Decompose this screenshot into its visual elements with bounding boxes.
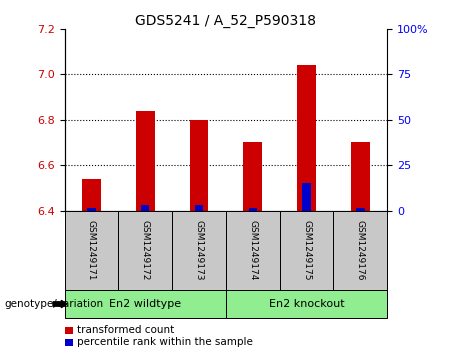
Text: percentile rank within the sample: percentile rank within the sample — [77, 337, 254, 347]
Text: En2 wildtype: En2 wildtype — [109, 299, 181, 309]
Bar — [243, 143, 262, 211]
Bar — [87, 208, 96, 211]
Text: En2 knockout: En2 knockout — [269, 299, 344, 309]
Title: GDS5241 / A_52_P590318: GDS5241 / A_52_P590318 — [136, 14, 316, 28]
Text: GSM1249176: GSM1249176 — [356, 220, 365, 281]
Text: transformed count: transformed count — [77, 325, 175, 335]
Bar — [248, 208, 257, 211]
Text: GSM1249174: GSM1249174 — [248, 220, 257, 281]
Text: GSM1249175: GSM1249175 — [302, 220, 311, 281]
Text: GSM1249171: GSM1249171 — [87, 220, 96, 281]
Text: genotype/variation: genotype/variation — [5, 299, 104, 309]
Bar — [351, 143, 370, 211]
Bar — [141, 205, 149, 211]
Bar — [189, 120, 208, 211]
Bar — [195, 205, 203, 211]
Bar — [82, 179, 101, 211]
Bar — [297, 65, 316, 211]
Bar — [302, 183, 311, 211]
Text: GSM1249172: GSM1249172 — [141, 220, 150, 281]
Bar — [356, 208, 365, 211]
Bar — [136, 111, 154, 211]
Text: GSM1249173: GSM1249173 — [195, 220, 203, 281]
